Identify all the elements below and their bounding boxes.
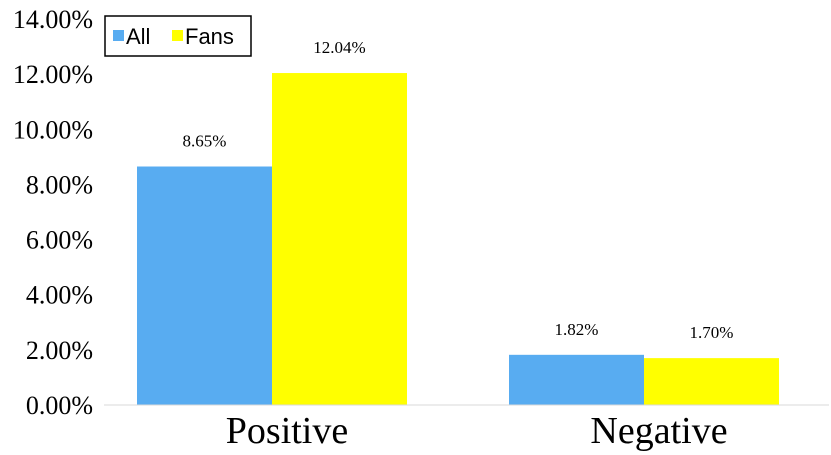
bars: [137, 73, 779, 405]
bar-all-negative: [509, 354, 644, 405]
y-tick-label: 12.00%: [13, 60, 93, 89]
y-tick-label: 2.00%: [26, 336, 93, 365]
y-tick-label: 10.00%: [13, 115, 93, 144]
legend-swatch-fans: [172, 30, 183, 41]
x-category-label: Positive: [226, 410, 348, 452]
legend: All Fans: [104, 15, 252, 57]
bar-fans-negative: [644, 358, 779, 405]
bar-fans-positive: [272, 73, 407, 405]
legend-label-fans: Fans: [185, 24, 234, 49]
y-tick-label: 14.00%: [13, 5, 93, 34]
data-label: 12.04%: [313, 38, 365, 57]
y-axis: 0.00% 2.00% 4.00% 6.00% 8.00% 10.00% 12.00% 14.…: [13, 5, 93, 420]
x-category-label: Negative: [590, 410, 727, 452]
legend-swatch-all: [113, 30, 124, 41]
data-label: 1.70%: [690, 323, 734, 342]
y-tick-label: 8.00%: [26, 170, 93, 199]
y-tick-label: 4.00%: [26, 281, 93, 310]
y-tick-label: 0.00%: [26, 391, 93, 420]
data-label: 1.82%: [555, 320, 599, 339]
data-label: 8.65%: [183, 132, 227, 151]
bar-all-positive: [137, 166, 272, 405]
y-tick-label: 6.00%: [26, 226, 93, 255]
data-labels: 8.65% 1.82% 12.04% 1.70%: [183, 38, 734, 342]
legend-label-all: All: [126, 24, 150, 49]
x-axis: Positive Negative: [104, 404, 829, 452]
